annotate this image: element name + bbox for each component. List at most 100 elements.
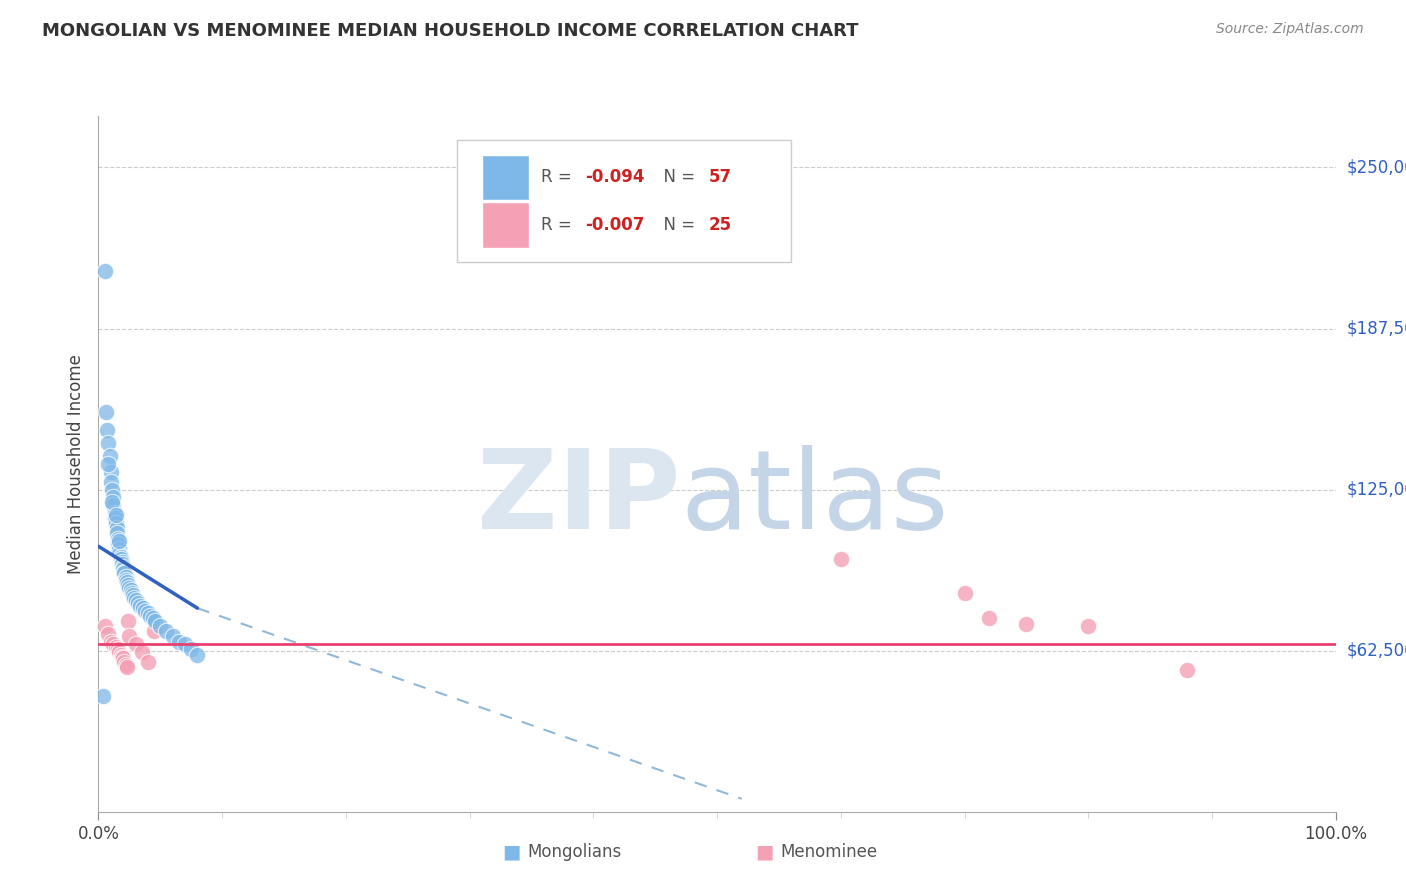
Point	[100, 465, 122, 479]
Point	[136, 607, 159, 621]
Point	[110, 648, 132, 662]
Point	[114, 570, 136, 584]
Point	[94, 405, 117, 419]
Point	[124, 593, 146, 607]
Point	[108, 645, 131, 659]
Point	[112, 651, 135, 665]
Point	[124, 591, 146, 605]
Point	[117, 578, 139, 592]
Point	[155, 624, 177, 639]
FancyBboxPatch shape	[482, 155, 529, 200]
Text: -0.007: -0.007	[585, 216, 644, 234]
Text: $62,500: $62,500	[1347, 641, 1406, 660]
Point	[118, 581, 141, 595]
Point	[107, 532, 129, 546]
Point	[111, 650, 134, 665]
Point	[112, 565, 135, 579]
Point	[101, 483, 124, 497]
Point	[112, 655, 135, 669]
Point	[117, 614, 139, 628]
Text: Menominee: Menominee	[780, 843, 877, 861]
Point	[167, 634, 190, 648]
Point	[143, 624, 166, 639]
Point	[174, 637, 197, 651]
Point	[111, 555, 134, 569]
Point	[131, 645, 153, 659]
Point	[136, 655, 159, 669]
Text: $187,500: $187,500	[1347, 319, 1406, 337]
Point	[103, 637, 125, 651]
Text: N =: N =	[652, 216, 700, 234]
Point	[97, 436, 120, 450]
Point	[149, 619, 172, 633]
Text: Mongolians: Mongolians	[527, 843, 621, 861]
Point	[115, 575, 138, 590]
Point	[101, 495, 124, 509]
Point	[1015, 616, 1038, 631]
Point	[96, 423, 118, 437]
Point	[112, 562, 135, 576]
Point	[143, 614, 166, 628]
Point	[122, 588, 145, 602]
Point	[108, 547, 131, 561]
Text: $125,000: $125,000	[1347, 481, 1406, 499]
Point	[186, 648, 208, 662]
Point	[108, 534, 131, 549]
Point	[103, 511, 125, 525]
Point	[1175, 663, 1198, 677]
Point	[103, 498, 125, 512]
Text: 25: 25	[709, 216, 731, 234]
Point	[142, 611, 165, 625]
Point	[104, 516, 127, 530]
Text: 57: 57	[709, 169, 731, 186]
Point	[139, 608, 162, 623]
Point	[115, 660, 138, 674]
Point	[121, 585, 143, 599]
Point	[110, 552, 132, 566]
Point	[105, 526, 128, 541]
Text: ■: ■	[755, 842, 773, 862]
Point	[100, 634, 122, 648]
Point	[120, 583, 142, 598]
Text: ZIP: ZIP	[477, 445, 681, 552]
Point	[93, 689, 115, 703]
Text: N =: N =	[652, 169, 700, 186]
Point	[124, 637, 146, 651]
Point	[162, 630, 184, 644]
Text: atlas: atlas	[681, 445, 949, 552]
Text: Source: ZipAtlas.com: Source: ZipAtlas.com	[1216, 22, 1364, 37]
Point	[1077, 619, 1099, 633]
Text: R =: R =	[541, 169, 578, 186]
Point	[129, 599, 152, 613]
Point	[107, 642, 129, 657]
Text: -0.094: -0.094	[585, 169, 644, 186]
Point	[107, 537, 129, 551]
Point	[118, 630, 141, 644]
Point	[105, 521, 128, 535]
Point	[97, 627, 120, 641]
Point	[93, 263, 115, 277]
Point	[114, 573, 136, 587]
Point	[111, 558, 134, 572]
Y-axis label: Median Household Income: Median Household Income	[66, 354, 84, 574]
Text: R =: R =	[541, 216, 578, 234]
FancyBboxPatch shape	[482, 202, 529, 247]
Point	[97, 457, 120, 471]
Point	[979, 611, 1001, 625]
Point	[114, 657, 136, 672]
Point	[103, 506, 125, 520]
Point	[104, 508, 127, 523]
Point	[132, 601, 155, 615]
Point	[953, 585, 976, 599]
Point	[127, 596, 149, 610]
Point	[180, 642, 202, 657]
Text: ■: ■	[502, 842, 520, 862]
Point	[103, 491, 125, 505]
FancyBboxPatch shape	[457, 140, 792, 262]
Point	[830, 552, 852, 566]
Point	[108, 541, 131, 556]
Point	[110, 549, 132, 564]
Point	[104, 640, 127, 654]
Point	[98, 449, 121, 463]
Point	[112, 560, 135, 574]
